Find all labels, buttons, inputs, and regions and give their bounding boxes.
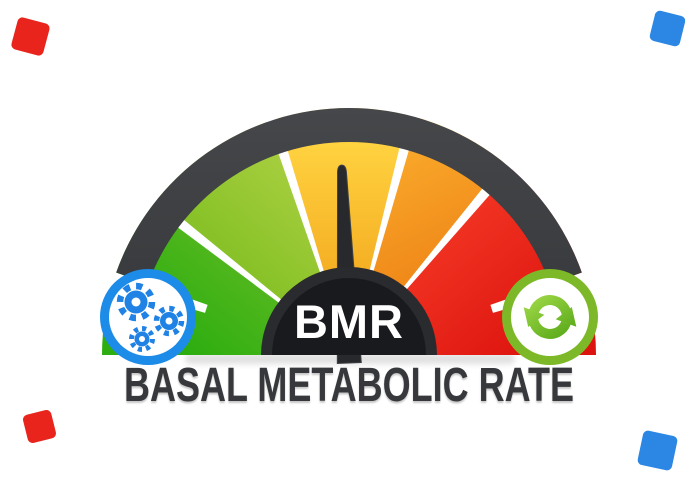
gauge-label: BMR — [294, 295, 404, 348]
refresh-badge-inner — [511, 278, 589, 356]
page-title: BASAL METABOLIC RATE — [124, 359, 574, 412]
refresh-icon — [523, 295, 577, 339]
refresh-badge — [502, 269, 598, 365]
gears-badge — [100, 269, 196, 365]
gauge-rim-arc — [116, 108, 582, 284]
gauge-rim — [116, 108, 582, 284]
gauge-hub — [272, 278, 426, 355]
gears-icon — [116, 282, 185, 352]
